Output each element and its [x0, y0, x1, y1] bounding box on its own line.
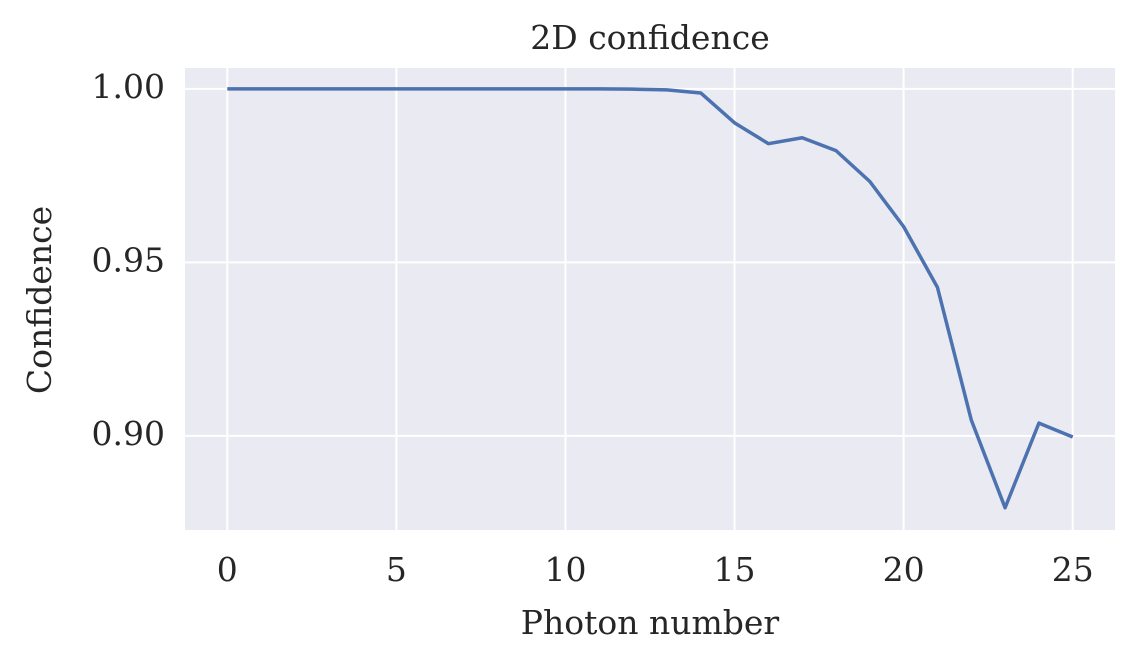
- x-tick-label: 0: [217, 550, 238, 589]
- x-tick-label: 5: [386, 550, 407, 589]
- y-tick-label: 1.00: [92, 67, 165, 106]
- y-tick-label: 0.90: [92, 414, 165, 453]
- x-tick-label: 15: [714, 550, 756, 589]
- x-axis-label: Photon number: [521, 603, 780, 642]
- y-tick-label: 0.95: [92, 240, 165, 279]
- x-tick-label: 20: [883, 550, 925, 589]
- data-line: [227, 87, 1074, 510]
- y-axis-label: Confidence: [20, 206, 59, 394]
- x-tick-label: 25: [1052, 550, 1094, 589]
- plot-area: [185, 68, 1115, 530]
- chart-title: 2D confidence: [530, 18, 769, 57]
- x-tick-label: 10: [544, 550, 586, 589]
